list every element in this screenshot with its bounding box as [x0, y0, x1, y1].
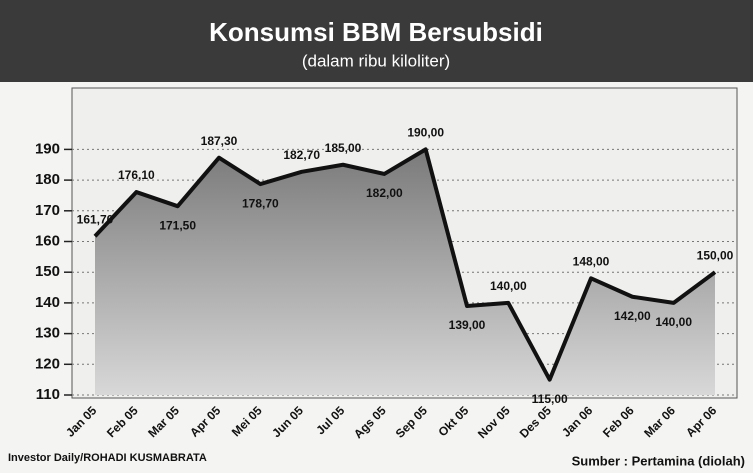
value-label: 190,00 — [407, 126, 444, 140]
value-label: 182,00 — [366, 186, 403, 200]
x-tick-label: Okt 05 — [436, 403, 472, 439]
x-tick-label: Mar 05 — [145, 403, 182, 440]
y-tick-label: 140 — [35, 294, 60, 311]
value-label: 187,30 — [201, 134, 238, 148]
credit: Investor Daily/ROHADI KUSMABRATA — [8, 452, 207, 464]
page: Konsumsi BBM Bersubsidi (dalam ribu kilo… — [0, 0, 753, 473]
x-tick-label: Mei 05 — [229, 403, 265, 439]
y-tick-label: 110 — [36, 386, 60, 403]
chart: Konsumsi BBM Bersubsidi (dalam ribu kilo… — [0, 0, 753, 473]
value-label: 161,70 — [77, 212, 114, 226]
chart-title: Konsumsi BBM Bersubsidi — [209, 17, 543, 47]
x-tick-label: Apr 06 — [683, 403, 720, 440]
x-tick-label: Jun 05 — [269, 403, 306, 440]
x-tick-label: Jan 06 — [559, 403, 596, 440]
y-tick-label: 130 — [35, 325, 60, 342]
x-tick-label: Feb 06 — [600, 403, 637, 440]
value-label: 148,00 — [573, 255, 610, 269]
y-tick-label: 160 — [35, 232, 60, 249]
y-tick-label: 190 — [35, 140, 60, 157]
x-tick-label: Feb 05 — [104, 403, 141, 440]
x-tick-label: Nov 05 — [475, 403, 513, 441]
source: Sumber : Pertamina (diolah) — [572, 453, 745, 468]
value-label: 139,00 — [449, 318, 486, 332]
y-tick-label: 120 — [35, 355, 60, 372]
x-tick-label: Ags 05 — [351, 403, 389, 441]
value-label: 142,00 — [614, 309, 651, 323]
value-label: 115,00 — [532, 392, 568, 406]
x-tick-label: Des 05 — [517, 403, 554, 440]
y-tick-label: 170 — [35, 202, 60, 219]
y-tick-label: 180 — [35, 171, 60, 188]
value-label: 185,00 — [325, 141, 362, 155]
value-label: 140,00 — [655, 315, 692, 329]
chart-subtitle: (dalam ribu kiloliter) — [302, 51, 450, 70]
x-tick-label: Jul 05 — [313, 403, 347, 437]
value-label: 150,00 — [697, 248, 734, 262]
value-label: 171,50 — [159, 218, 196, 232]
value-label: 182,70 — [283, 148, 320, 162]
x-tick-label: Mar 06 — [641, 403, 678, 440]
value-label: 178,70 — [242, 196, 279, 210]
x-tick-label: Sep 05 — [393, 403, 430, 440]
y-tick-label: 150 — [35, 263, 60, 280]
x-tick-label: Apr 05 — [187, 403, 224, 440]
x-tick-label: Jan 05 — [63, 403, 100, 440]
value-label: 140,00 — [490, 279, 527, 293]
value-label: 176,10 — [118, 168, 155, 182]
